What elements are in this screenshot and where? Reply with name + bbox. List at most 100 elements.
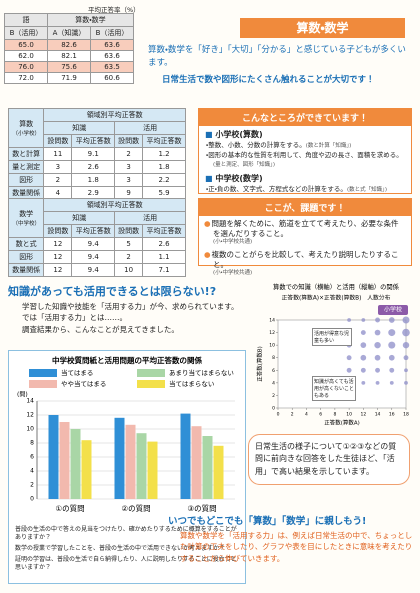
cell: 1.8: [71, 173, 116, 187]
bubble: [374, 354, 381, 361]
cell: 3: [43, 160, 73, 174]
cell: 2: [114, 147, 144, 161]
section-heading: 知識があっても活用できるとは限らない!?: [8, 285, 217, 298]
bubble: [346, 355, 352, 361]
chart-subtitle: 正答数(算数A)×正答数(算数B) 人数分布: [282, 294, 391, 302]
item-text: 正・負の数、文字式、方程式などの計算をする。: [208, 184, 347, 193]
bubble: [388, 317, 395, 323]
row: 知識 活用: [9, 211, 186, 225]
corner-cell: 数学 （中学校）: [7, 198, 45, 238]
y-tick-label: 12: [269, 330, 275, 336]
rate-caption: 平均正答率（%）: [88, 6, 140, 14]
header-cell: B（活用）: [4, 26, 48, 40]
bubble: [360, 330, 366, 336]
x-tick-label: 12: [360, 412, 366, 418]
question: 普段の生活の中で答えの見当をつけたり、確かめたりするために概算をすることがありま…: [15, 526, 237, 542]
header-cell: 語: [4, 13, 48, 27]
group-cell: 知識: [43, 211, 116, 225]
y-tick-label: 10: [269, 343, 275, 349]
chart-title: 算数での知識（横軸）と活用（縦軸）の関係: [273, 282, 400, 291]
legend-swatch: [137, 369, 165, 377]
cell: 3: [114, 160, 144, 174]
cell: 12: [43, 250, 73, 264]
row: 設問数 平均正答数 設問数 平均正答数: [9, 224, 186, 238]
x-tick-label: ②の質問: [121, 503, 150, 513]
bar: [114, 417, 125, 499]
issue-note: (小・中学校共通): [213, 239, 253, 246]
y-tick-label: 6: [30, 454, 34, 461]
caption-cell: 領域別平均正答数: [43, 198, 186, 212]
subhead-cell: 平均正答数: [142, 134, 186, 148]
cell: 12: [43, 237, 73, 251]
subhead-cell: 平均正答数: [71, 224, 116, 238]
issue-text: 問題を解くために、筋道を立てて考えたり、必要な条件を選んだりすること。: [211, 219, 399, 239]
row: 65.0 82.6 63.6: [4, 39, 134, 51]
y-tick-label: 8: [30, 440, 34, 447]
x-tick-label: 14: [375, 412, 381, 418]
y-tick-label: 0: [30, 496, 34, 503]
bubble: [402, 328, 410, 337]
row-label: 数と式: [7, 237, 45, 251]
issue-note: (小・中学校共通): [213, 269, 253, 276]
cell: 1.2: [142, 147, 186, 161]
issues-title: ここが、課題です！: [199, 199, 411, 216]
item-note: (数と計算「知識」): [305, 143, 352, 149]
subhead-cell: 設問数: [43, 134, 73, 148]
legend-label: あまり当てはまらない: [169, 368, 234, 377]
question: 数学の授業で学習したことを、普段の生活の中で活用できないか考えますか？: [15, 545, 226, 553]
row: 図形 2 1.8 3 2.2: [7, 173, 186, 187]
annotation: 知識が高くても活用が高くないこともある: [312, 376, 356, 401]
section-line: 学習した知識や技能を「活用する力」が今、求められています。: [22, 302, 239, 311]
bubble: [360, 367, 366, 373]
row: 図形 12 9.4 2 1.1: [7, 250, 186, 264]
bubble: [360, 342, 367, 348]
group-cell: 活用: [114, 211, 186, 225]
cell: 2: [43, 173, 73, 187]
y-tick-label: 10: [26, 426, 34, 433]
bubble: [361, 380, 366, 385]
x-tick-label: 4: [305, 412, 308, 418]
item: 正・負の数、文字式、方程式などの計算をする。(数と式「知識」): [208, 185, 403, 194]
y-axis-label: 正答数(算数B): [256, 346, 264, 382]
area-table: 数学 （中学校） 領域別平均正答数 知識 活用 設問数 平均正答数 設問数 平均正答数 数と式 12…: [7, 198, 186, 277]
row-label: 数量関係: [7, 263, 45, 277]
cell: 9.4: [71, 237, 116, 251]
cell: 62.0: [4, 50, 48, 62]
row: 数量関係 12 9.4 10 7.1: [7, 263, 186, 277]
item-text: 図形の基本的な性質を利用して、角度や辺の長さ、面積を求める。: [208, 151, 403, 160]
question: 証明の学習は、普段の生活で自ら納得したり、人に説明したりすることに役立つと思いま…: [15, 556, 237, 572]
row: 数と計算 11 9.1 2 1.2: [7, 147, 186, 161]
bubble: [347, 318, 352, 322]
item-note: (量と測定、図形「知識」): [213, 162, 276, 169]
cell: 2.2: [142, 173, 186, 187]
good-points: こんなところができています！ 小学校(算数)整数、小数、分数の計算をする。(数と…: [198, 108, 412, 194]
cell: 72.0: [4, 72, 48, 84]
row-label: 数量関係: [7, 186, 45, 200]
intro-line: 日常生活で数や図形にたくさん触れることが大切です！: [162, 75, 375, 85]
x-axis-label: 正答数(算数A): [324, 419, 360, 427]
cell: 5.9: [142, 186, 186, 200]
issue-text: 複数のことがらを比較して、考えたり説明したりすること。: [211, 249, 399, 269]
footer-heading: いつでもどこでも「算数」「数学」に親しもう!: [168, 516, 367, 527]
badge-bg: [378, 305, 408, 315]
legend-swatch: [137, 380, 165, 388]
bubble: [388, 329, 396, 337]
bubble: [375, 367, 380, 373]
x-tick-label: 16: [389, 412, 395, 418]
row-label: 図形: [7, 250, 45, 264]
intro-title: 算数・数学: [240, 18, 405, 38]
issue: 問題を解くために、筋道を立てて考えたり、必要な条件を選んだりすること。(小・中学…: [211, 219, 405, 247]
cell: 1.8: [142, 160, 186, 174]
legend-swatch: [29, 380, 57, 388]
y-tick-label: 12: [26, 412, 34, 419]
subhead-cell: 設問数: [114, 134, 144, 148]
cell: 9.1: [71, 147, 116, 161]
issues: ここが、課題です！ 問題を解くために、筋道を立てて考えたり、必要な条件を選んだり…: [198, 198, 412, 276]
cell: 1.1: [142, 250, 186, 264]
group-cell: 知識: [43, 121, 116, 135]
cell: 2.6: [142, 237, 186, 251]
subhead-cell: 平均正答数: [142, 224, 186, 238]
bubble: [403, 355, 409, 361]
